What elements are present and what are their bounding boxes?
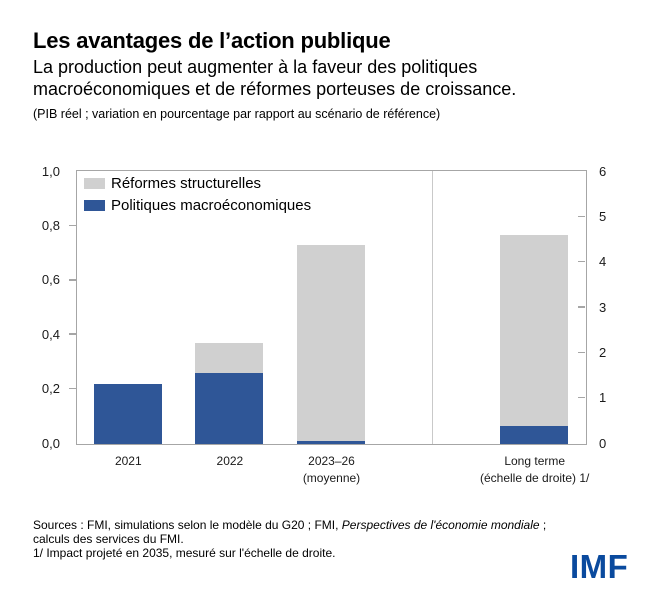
imf-logo: IMF bbox=[570, 548, 629, 585]
legend: Réformes structurelles Politiques macroé… bbox=[84, 175, 311, 219]
figure-footer: Sources : FMI, simulations selon le modè… bbox=[33, 518, 633, 560]
x-axis-label-2022: 2022 bbox=[216, 453, 244, 468]
x-axis-label-2021: 2021 bbox=[114, 453, 142, 468]
bar-structural-Long terme bbox=[500, 235, 569, 426]
left-axis-tick-label: 0,8 bbox=[41, 217, 60, 233]
bar-macro-2022 bbox=[195, 373, 264, 444]
figure-unit-note: (PIB réel ; variation en pourcentage par… bbox=[33, 107, 441, 121]
left-axis-tick-mark bbox=[68, 279, 76, 281]
source-italic-text: Perspectives de l'économie mondiale bbox=[341, 518, 540, 532]
legend-item-macro: Politiques macroéconomiques bbox=[84, 197, 311, 214]
x-axis-sublabel: (moyenne) bbox=[302, 470, 361, 485]
legend-label-structural: Réformes structurelles bbox=[111, 175, 262, 192]
legend-label-macro: Politiques macroéconomiques bbox=[111, 197, 312, 214]
scale-divider-line bbox=[431, 171, 434, 444]
left-axis-tick-label: 0,4 bbox=[41, 326, 60, 342]
right-axis-tick-label: 6 bbox=[599, 163, 607, 179]
source-text: Sources : FMI, simulations selon le modè… bbox=[33, 518, 342, 532]
bar-macro-2021 bbox=[93, 384, 162, 444]
bar-macro-Long terme bbox=[500, 425, 569, 444]
right-axis-tick-label: 0 bbox=[599, 435, 607, 451]
legend-item-structural: Réformes structurelles bbox=[84, 175, 311, 192]
left-axis-tick-label: 0,6 bbox=[41, 272, 60, 288]
left-axis-tick-mark bbox=[68, 224, 76, 227]
figure-title: Les avantages de l’action publique bbox=[33, 28, 391, 53]
right-axis-tick-mark bbox=[578, 351, 585, 354]
right-axis-tick-label: 4 bbox=[599, 254, 607, 270]
plot-area: Réformes structurelles Politiques macroé… bbox=[68, 170, 587, 445]
right-axis-tick-mark bbox=[578, 260, 585, 263]
figure-subtitle: La production peut augmenter à la faveur… bbox=[33, 57, 517, 99]
right-axis-tick-mark bbox=[578, 396, 585, 399]
right-axis-tick-label: 3 bbox=[599, 299, 607, 315]
left-axis-tick-label: 1,0 bbox=[41, 163, 60, 179]
x-axis-sublabel: (échelle de droite) 1/ bbox=[479, 470, 590, 485]
right-axis-tick-mark bbox=[578, 306, 585, 308]
left-axis-tick-mark bbox=[68, 387, 76, 390]
source-line: Sources : FMI, simulations selon le modè… bbox=[33, 518, 633, 533]
right-axis-tick-label: 1 bbox=[599, 390, 607, 406]
right-axis-tick-mark bbox=[578, 215, 585, 218]
bar-structural-2023–26 bbox=[297, 245, 365, 442]
legend-swatch-structural-icon bbox=[84, 178, 105, 189]
footnote: 1/ Impact projeté en 2035, mesuré sur l'… bbox=[33, 545, 336, 560]
source-suffix-text: ; bbox=[539, 518, 547, 532]
left-axis-tick-label: 0,2 bbox=[41, 381, 60, 397]
left-axis-tick-label: 0,0 bbox=[41, 435, 60, 451]
bar-structural-2022 bbox=[195, 343, 264, 374]
right-axis-tick-label: 5 bbox=[599, 208, 607, 224]
x-axis-label-Long terme: Long terme (échelle de droite) 1/ bbox=[460, 453, 610, 487]
left-axis-tick-mark bbox=[68, 333, 76, 335]
legend-swatch-macro-icon bbox=[84, 200, 105, 211]
x-axis-label-2023–26: 2023–26 (moyenne) bbox=[257, 453, 407, 487]
bar-macro-2023–26 bbox=[297, 441, 365, 444]
source-line-2: calculs des services du FMI. bbox=[33, 531, 184, 546]
right-axis-tick-label: 2 bbox=[599, 344, 607, 360]
